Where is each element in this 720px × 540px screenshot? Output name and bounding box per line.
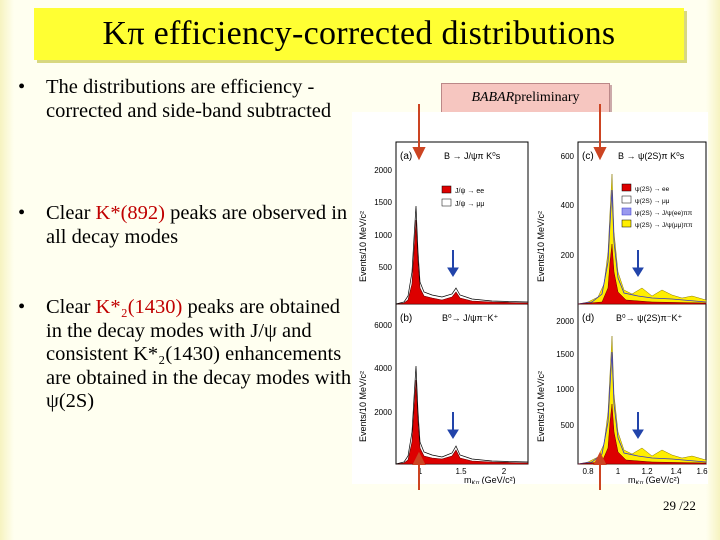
ytick-d-500: 500 bbox=[561, 421, 575, 430]
slide-title: Kπ efficiency-corrected distributions bbox=[102, 15, 616, 52]
ytick-c-400: 400 bbox=[561, 201, 575, 210]
xlabel-right: mKπ (GeV/c²) bbox=[628, 475, 680, 484]
page-number: 29 /22 bbox=[663, 498, 696, 513]
ytick-a-500: 500 bbox=[379, 263, 393, 272]
ylabel-left-top: Events/10 MeV/c² bbox=[358, 211, 368, 282]
xtick-left-2: 2 bbox=[502, 467, 507, 476]
hist-b-ee bbox=[395, 379, 529, 465]
xtick-right-0-8: 0.8 bbox=[582, 467, 594, 476]
legend-c-jmm: ψ(2S) → J/ψ(μμ)ππ bbox=[635, 222, 693, 229]
bullet-text: Clear K*₂(1430) peaks are obtained in th… bbox=[46, 296, 352, 412]
ytick-a-1000: 1000 bbox=[374, 231, 392, 240]
babar-preliminary-label: BABAR preliminary bbox=[441, 83, 610, 113]
hist-c-jee bbox=[577, 189, 707, 305]
legend-a-ee: J/ψ → ee bbox=[455, 188, 484, 195]
panel-a-process: B → J/ψπ K⁰s bbox=[444, 151, 501, 161]
k2-1430-markers bbox=[447, 250, 644, 439]
ytick-c-600: 600 bbox=[561, 152, 575, 161]
ytick-b-2000: 2000 bbox=[374, 408, 392, 417]
xtick-left-1: 1 bbox=[418, 467, 423, 476]
figure-svg: (a) B → J/ψπ K⁰s (c) B → ψ(2S)π K⁰s (b) … bbox=[358, 141, 708, 487]
ytick-d-1500: 1500 bbox=[556, 350, 574, 359]
panel-d-process: B⁰→ ψ(2S)π⁻K⁺ bbox=[616, 313, 682, 323]
legend-c-jmm-swatch bbox=[621, 219, 632, 228]
hist-c-ee bbox=[577, 243, 707, 305]
babar-logo-text: BABAR bbox=[471, 90, 515, 105]
ylabel-right-bottom: Events/10 MeV/c² bbox=[536, 371, 546, 442]
hist-d-jee bbox=[577, 351, 707, 465]
legend-c-ee-swatch bbox=[621, 183, 632, 192]
legend-a-mumu: J/ψ → μμ bbox=[455, 201, 484, 208]
ytick-d-1000: 1000 bbox=[556, 385, 574, 394]
legend-a-ee-swatch bbox=[441, 185, 452, 194]
highlight-kstar892: K*(892) bbox=[95, 202, 165, 224]
xtick-right-1-6: 1.6 bbox=[696, 467, 708, 476]
ylabel-right-top: Events/10 MeV/c² bbox=[536, 211, 546, 282]
highlight-kstar1430: K*₂(1430) bbox=[95, 296, 183, 318]
panel-c-letter: (c) bbox=[582, 151, 594, 162]
ylabel-left-bottom: Events/10 MeV/c² bbox=[358, 371, 368, 442]
ytick-c-200: 200 bbox=[561, 251, 575, 260]
hist-c-jmm bbox=[577, 173, 707, 305]
panel-b-letter: (b) bbox=[400, 313, 412, 324]
hist-a-mumu bbox=[395, 205, 529, 305]
ytick-a-1500: 1500 bbox=[374, 198, 392, 207]
xtick-right-1-2: 1.2 bbox=[641, 467, 653, 476]
bullet-dot: • bbox=[18, 296, 26, 318]
xtick-left-1-5: 1.5 bbox=[455, 467, 467, 476]
ytick-d-2000: 2000 bbox=[556, 317, 574, 326]
panel-a-letter: (a) bbox=[400, 151, 412, 162]
legend-c-jee-swatch bbox=[621, 207, 632, 216]
title-banner: Kπ efficiency-corrected distributions bbox=[34, 8, 684, 60]
legend-a-mumu-swatch bbox=[441, 198, 452, 207]
panel-c-process: B → ψ(2S)π K⁰s bbox=[618, 151, 685, 161]
legend-c-mumu-swatch bbox=[621, 195, 632, 204]
ytick-b-4000: 4000 bbox=[374, 364, 392, 373]
panel-d-letter: (d) bbox=[582, 313, 594, 324]
bullet-text: Clear K*(892) peaks are observed in all … bbox=[46, 202, 348, 248]
legend-c-jee: ψ(2S) → J/ψ(ee)ππ bbox=[635, 210, 693, 217]
hist-d-ee bbox=[577, 403, 707, 465]
panel-d-frame bbox=[577, 303, 707, 465]
bullet-dot: • bbox=[18, 76, 26, 98]
ytick-a-2000: 2000 bbox=[374, 166, 392, 175]
xtick-right-1: 1 bbox=[616, 467, 621, 476]
bullet-dot: • bbox=[18, 202, 26, 224]
panel-b-process: B⁰→ J/ψπ⁻K⁺ bbox=[442, 313, 498, 323]
hist-d-jmm bbox=[577, 335, 707, 465]
ytick-b-6000: 6000 bbox=[374, 321, 392, 330]
xlabel-left: mKπ (GeV/c²) bbox=[464, 475, 516, 484]
legend-c-ee: ψ(2S) → ee bbox=[635, 186, 670, 193]
xtick-right-1-4: 1.4 bbox=[670, 467, 682, 476]
preliminary-text: preliminary bbox=[514, 90, 580, 105]
bullet-text: The distributions are efficiency -correc… bbox=[46, 76, 332, 122]
distribution-figure: (a) B → J/ψπ K⁰s (c) B → ψ(2S)π K⁰s (b) … bbox=[352, 112, 708, 487]
legend-c-mumu: ψ(2S) → μμ bbox=[635, 198, 670, 205]
hist-a-ee bbox=[395, 219, 529, 305]
